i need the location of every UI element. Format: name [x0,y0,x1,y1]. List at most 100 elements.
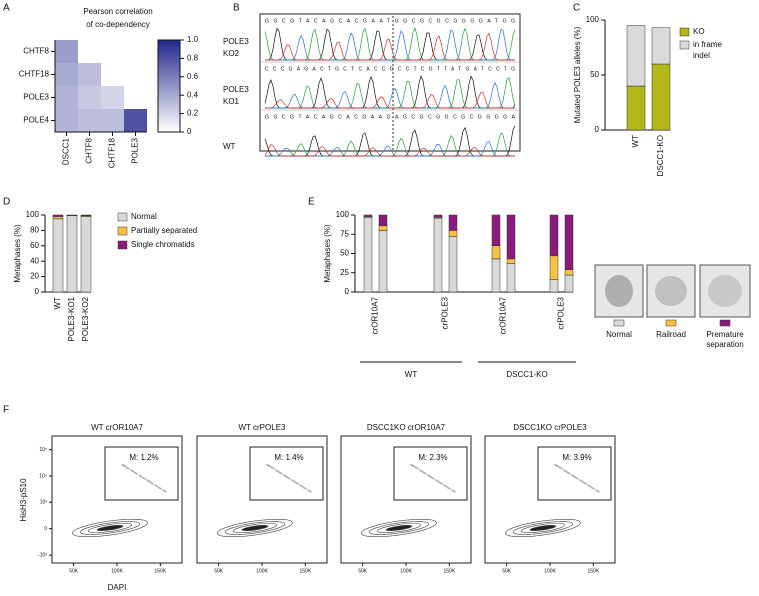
event [126,467,128,469]
event [432,477,434,479]
event [436,480,438,482]
event [288,477,290,479]
event [588,485,590,487]
event [271,467,273,469]
micrograph-swatch [719,319,731,327]
x-tick-label: DSCC1-KO [656,135,665,176]
legend-label: Partially separated [131,226,197,235]
y-tick-label: -10³ [38,552,47,558]
event [425,473,427,475]
y-tick-label: 10³ [40,500,48,506]
row-label: POLE4 [23,116,49,125]
x-tick-label: 100K [256,568,268,574]
heat-cell [78,109,101,132]
bar-segment [448,214,458,231]
chromosomes [708,275,742,307]
heat-cell [55,40,78,63]
event [558,466,560,468]
event [573,475,575,477]
event [141,476,143,478]
y-tick-label: 0 [345,287,350,296]
bar-segment [378,230,388,293]
colorbar-label: 0.8 [187,54,199,63]
event [555,464,557,466]
sequence: GGCGTACAGCACGAATGGCGCGCGGGGATGG [265,18,515,24]
event [308,490,310,492]
event [121,464,123,466]
event [292,480,294,482]
sequence: CCCGAGACTGCTCACCGCCTCGTTATGATCCTG [265,66,515,72]
x-tick-label: POLE3-KO2 [81,296,90,341]
event [446,486,448,488]
event [454,491,456,493]
event [554,464,556,466]
event [587,484,589,486]
event [147,480,149,482]
bar-segment [564,274,574,293]
event [448,487,450,489]
event [165,491,167,493]
event [561,468,563,470]
y-tick-label: 100 [586,15,600,24]
trace [265,91,515,109]
gate-label: M: 1.2% [129,453,158,462]
heat-cell [55,109,78,132]
x-tick-label: WT [53,297,62,310]
trace [265,32,515,61]
event [421,470,423,472]
event [440,482,442,484]
event [295,482,297,484]
density-contour [376,523,422,533]
event [598,491,600,493]
y-tick-label: 0 [44,526,47,532]
event [443,484,445,486]
y-tick-label: 50 [340,249,349,258]
event [134,472,136,474]
event [591,487,593,489]
colorbar-label: 1.0 [187,35,199,44]
event [579,479,581,481]
micrograph-label: separation [706,340,743,349]
legend-swatch [117,212,128,222]
density-contour [361,518,437,538]
heat-cell [78,86,101,109]
plot-title: WT crOR10A7 [91,423,143,432]
density-contour [520,523,566,533]
event [155,485,157,487]
heat-cell [101,109,124,132]
bar-segment [626,25,646,87]
event [139,475,141,477]
bar-segment [448,236,458,293]
x-tick-label: 100K [544,568,556,574]
event [159,487,161,489]
y-tick-label: 80 [30,226,39,235]
y-tick-label: 10⁴ [39,473,47,479]
heat-cell [55,86,78,109]
panel-letter: F [3,405,9,416]
colorbar-label: 0 [187,127,192,136]
y-axis-label: HisH3-pS10 [19,478,28,522]
event [132,470,134,472]
x-tick-label: 100K [400,568,412,574]
event [577,478,579,480]
event [309,490,311,492]
bar-segment [506,258,516,264]
density-contour [217,518,293,538]
gate [104,446,179,501]
event [279,472,281,474]
density-contour [385,525,413,531]
x-axis-label: DAPI [108,583,127,592]
event [596,490,598,492]
x-tick-label: crPOLE3 [441,296,450,329]
x-tick-label: 50K [358,568,368,574]
gate-label: M: 3.9% [562,453,591,462]
density-contour [79,521,141,535]
x-tick-label: 100K [111,568,123,574]
event [593,488,595,490]
event [144,478,146,480]
event [563,469,565,471]
event [307,489,309,491]
event [135,472,137,474]
bar-segment [363,217,373,293]
